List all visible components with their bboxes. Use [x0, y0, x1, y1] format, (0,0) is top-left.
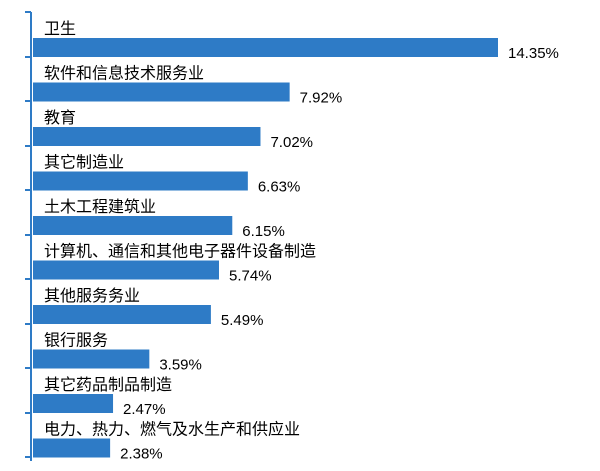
bar-8: [33, 394, 114, 413]
category-label-6: 其他服务务业: [44, 286, 140, 305]
category-label-8: 其它药品制品制造: [44, 375, 172, 394]
labels-group: 卫生 14.35% 软件和信息技术服务业 7.92% 教育 7.02% 其它制造业 6.63%…: [44, 19, 559, 463]
category-label-2: 教育: [44, 108, 76, 127]
bar-3: [33, 171, 248, 191]
bar-9: [33, 438, 111, 458]
value-label-0: 14.35%: [508, 45, 559, 62]
value-label-1: 7.92%: [300, 90, 343, 107]
category-label-1: 软件和信息技术服务业: [44, 64, 204, 83]
bars-group: [33, 38, 498, 458]
value-label-2: 7.02%: [270, 134, 313, 151]
category-label-5: 计算机、通信和其他电子器件设备制造: [44, 242, 316, 261]
category-label-9: 电力、热力、燃气及水生产和供应业: [44, 420, 300, 439]
value-label-4: 6.15%: [242, 223, 285, 240]
bar-2: [33, 127, 261, 146]
bar-7: [33, 349, 150, 369]
value-label-7: 3.59%: [159, 357, 202, 374]
value-label-6: 5.49%: [221, 312, 264, 329]
bar-6: [33, 305, 211, 324]
bar-5: [33, 260, 219, 280]
value-label-8: 2.47%: [123, 401, 166, 418]
bar-4: [33, 216, 233, 235]
y-axis: [25, 11, 32, 461]
value-label-3: 6.63%: [258, 179, 301, 196]
value-label-5: 5.74%: [229, 268, 272, 285]
bar-0: [33, 38, 498, 57]
value-label-9: 2.38%: [120, 446, 163, 463]
category-label-7: 银行服务: [44, 331, 108, 350]
category-label-0: 卫生: [44, 19, 76, 38]
bar-1: [33, 82, 290, 102]
category-label-3: 其它制造业: [44, 153, 124, 172]
category-label-4: 土木工程建筑业: [44, 197, 156, 216]
